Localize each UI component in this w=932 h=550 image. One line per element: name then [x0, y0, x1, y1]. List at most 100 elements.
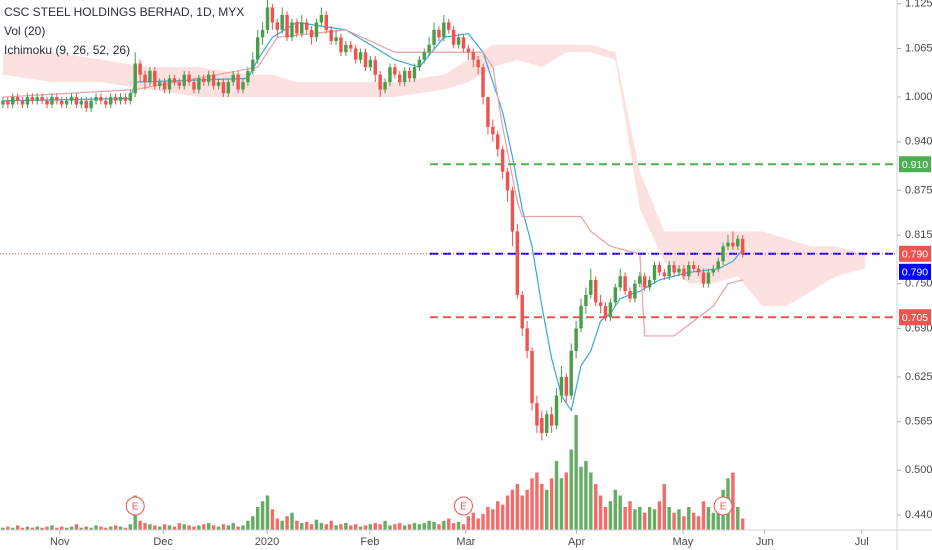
volume-bar: [344, 523, 348, 530]
volume-bar: [221, 524, 226, 530]
volume-bar: [598, 495, 603, 530]
volume-bar: [584, 461, 588, 530]
price-label-box: [899, 309, 931, 326]
candle-body: [109, 97, 113, 105]
volume-bar: [260, 501, 265, 530]
volume-bar: [417, 524, 422, 530]
candle-body: [353, 48, 358, 60]
candle-body: [280, 14, 284, 30]
volume-bar: [554, 461, 559, 530]
x-tick-label: Dec: [153, 536, 173, 548]
volume-bar: [613, 489, 618, 530]
candle-body: [417, 59, 422, 68]
candle-body: [505, 171, 510, 191]
candle-body: [251, 59, 255, 71]
volume-bar: [667, 507, 671, 530]
candle-body: [613, 287, 618, 303]
y-tick-label: 1.000: [905, 91, 932, 103]
x-tick-label: Nov: [50, 536, 70, 548]
volume-bar: [545, 489, 549, 530]
candle-body: [515, 231, 520, 295]
plot-area: [0, 0, 897, 530]
candle-body: [427, 44, 431, 53]
volume-bar: [1, 527, 5, 530]
candle-body: [481, 67, 485, 98]
volume-bar: [398, 523, 402, 530]
candle-body: [731, 242, 735, 247]
candle-body: [608, 302, 613, 318]
candle-body: [569, 350, 573, 396]
candle-body: [182, 74, 186, 86]
candle-body: [398, 74, 402, 83]
volume-bar: [633, 509, 637, 530]
candle-body: [314, 22, 319, 38]
candle-body: [736, 238, 740, 247]
x-tick-label: Mar: [456, 536, 475, 548]
candle-body: [701, 272, 706, 284]
volume-bar: [334, 525, 338, 530]
candle-body: [476, 59, 480, 68]
candle-body: [285, 14, 289, 38]
volume-bar: [206, 523, 211, 530]
volume-bar: [89, 527, 93, 530]
volume-bar: [319, 523, 324, 530]
volume-bar: [456, 521, 461, 530]
volume-bar: [711, 512, 716, 530]
volume-bar: [265, 495, 270, 530]
candle-body: [662, 272, 667, 277]
candle-body: [138, 63, 142, 75]
volume-bar: [349, 525, 353, 530]
volume-bar: [515, 484, 520, 530]
y-tick-label: 0.440: [905, 509, 932, 521]
y-tick-label: 0.875: [905, 184, 932, 196]
volume-bar: [476, 518, 480, 530]
candle-body: [226, 82, 231, 94]
volume-bar: [113, 525, 118, 530]
candle-body: [216, 82, 221, 86]
candle-body: [652, 265, 657, 280]
candle-body: [304, 22, 309, 30]
candle-body: [549, 414, 554, 426]
price-label: 0.790: [902, 267, 928, 279]
candle-body: [623, 276, 627, 292]
candle-body: [60, 100, 64, 105]
x-tick-label: Apr: [568, 536, 585, 548]
candle-body: [598, 302, 603, 307]
candle-body: [432, 29, 436, 45]
volume-bar: [40, 527, 44, 530]
candle-body: [192, 82, 196, 90]
candle-body: [633, 283, 637, 299]
candle-body: [682, 268, 686, 277]
candle-body: [148, 70, 152, 83]
x-tick-label: May: [673, 536, 694, 548]
volume-bar: [525, 489, 529, 530]
volume-bar: [45, 526, 49, 530]
candle-body: [167, 78, 172, 90]
candle-body: [270, 7, 275, 23]
volume-bar: [236, 526, 240, 530]
candle-body: [383, 82, 387, 90]
volume-bar: [427, 520, 431, 530]
volume-bar: [60, 526, 64, 530]
candle-body: [545, 414, 549, 433]
volume-bar: [50, 525, 54, 530]
y-tick-label: 0.940: [905, 136, 932, 148]
candle-body: [45, 100, 49, 105]
candle-body: [11, 97, 15, 105]
volume-bar: [603, 507, 608, 530]
candle-body: [94, 97, 98, 101]
y-tick-label: 0.625: [905, 371, 932, 383]
volume-bar: [15, 525, 20, 530]
x-tick-label: 2020: [255, 536, 279, 548]
candle-body: [603, 306, 608, 318]
volume-bar: [167, 525, 172, 530]
y-tick-label: 0.565: [905, 416, 932, 428]
event-marker: [713, 496, 733, 516]
event-label: E: [460, 502, 467, 513]
volume-bar: [20, 527, 25, 530]
candle-body: [300, 22, 304, 34]
candle-body: [491, 126, 495, 135]
volume-bar: [358, 526, 363, 530]
candle-body: [25, 97, 30, 105]
volume-bar: [672, 512, 676, 530]
